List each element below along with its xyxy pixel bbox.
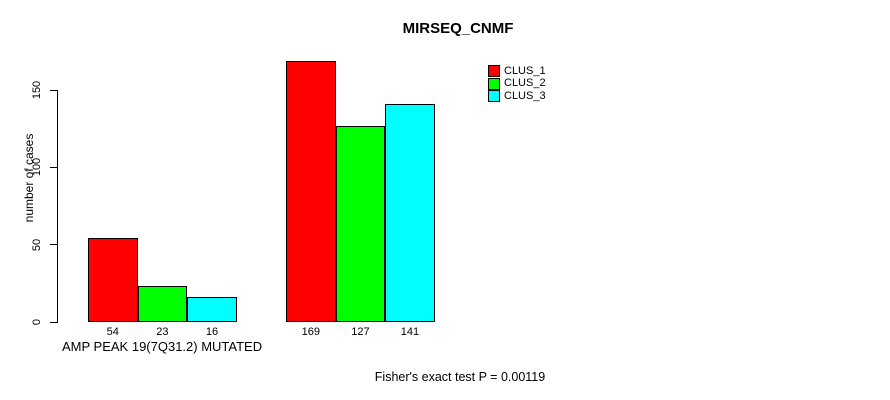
y-axis-tick-label: 50: [31, 238, 43, 251]
bar-clus-3-group1: [187, 297, 237, 322]
x-category-label: AMP PEAK 19(7Q31.2) MUTATED: [62, 339, 263, 354]
y-axis-tick: [50, 89, 57, 91]
legend-label: CLUS_3: [504, 89, 546, 102]
bar-value-label: 141: [400, 326, 420, 338]
legend-swatch-clus-1: [488, 65, 500, 77]
y-axis-tick: [50, 321, 57, 323]
bar-value-label: 127: [351, 326, 370, 338]
legend-label: CLUS_2: [504, 77, 546, 89]
legend-swatch-clus-3: [488, 90, 500, 102]
bar-clus-3-group2: [385, 103, 435, 322]
y-axis-tick-label: 150: [31, 80, 43, 100]
bar-clus-1-group2: [286, 60, 336, 322]
y-axis-label: number of cases: [22, 133, 36, 223]
y-axis-tick: [50, 166, 57, 169]
stat-annotation: Fisher's exact test P = 0.00119: [374, 370, 546, 384]
y-axis-tick: [50, 244, 57, 246]
bar-value-label: 169: [301, 326, 320, 338]
bar-value-label: 16: [205, 326, 219, 338]
bar-value-label: 23: [156, 326, 169, 338]
legend-label: CLUS_1: [504, 64, 546, 77]
bar-clus-2-group1: [137, 286, 188, 322]
y-axis-tick-label: 100: [31, 158, 43, 177]
legend-swatch-clus-2: [488, 77, 500, 90]
bar-clus-2-group2: [335, 125, 386, 322]
bar-clus-1-group1: [88, 238, 138, 322]
y-axis-line: [57, 90, 59, 323]
chart-title: MIRSEQ_CNMF: [402, 20, 514, 37]
y-axis-tick-label: 0: [31, 318, 43, 326]
bar-value-label: 54: [106, 326, 119, 338]
